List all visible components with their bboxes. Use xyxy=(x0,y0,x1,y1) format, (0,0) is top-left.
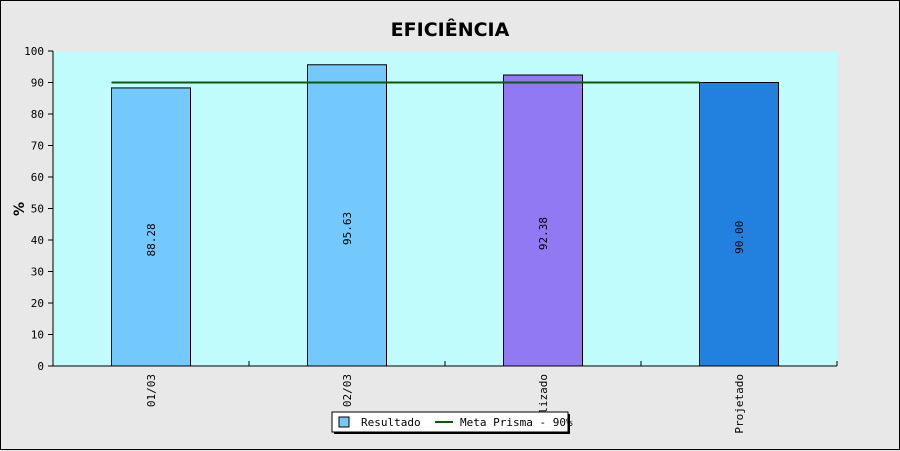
y-tick-label: 100 xyxy=(24,45,44,58)
axes xyxy=(48,50,838,367)
y-axis-label: % xyxy=(12,202,28,216)
y-tick-label: 80 xyxy=(31,108,44,121)
bar-value-label: 95.63 xyxy=(341,212,354,245)
bar-value-label: 88.28 xyxy=(145,223,158,256)
y-tick-label: 30 xyxy=(31,266,44,279)
labels: 88.28 95.63 92.38 90.00 0 10 20 30 40 50 60 70 80 90 1… xyxy=(24,45,746,434)
bar-value-label: 92.38 xyxy=(537,217,550,250)
y-tick-label: 50 xyxy=(31,203,44,216)
bar xyxy=(307,64,387,367)
x-tick-label: 02/03 xyxy=(341,374,354,407)
chart-title: EFICIÊNCIA xyxy=(391,18,510,41)
legend: Resultado Meta Prisma - 90% xyxy=(331,411,573,434)
bars xyxy=(111,64,779,367)
bar xyxy=(503,74,583,367)
y-tick-label: 40 xyxy=(31,234,44,247)
legend-label-meta: Meta Prisma - 90% xyxy=(460,416,573,429)
y-tick-label: 0 xyxy=(37,360,44,373)
bar-value-label: 90.00 xyxy=(733,221,746,254)
x-tick-label: Projetado xyxy=(733,374,746,434)
legend-swatch-resultado xyxy=(338,416,350,428)
y-tick-label: 60 xyxy=(31,171,44,184)
y-tick-label: 70 xyxy=(31,140,44,153)
legend-label-resultado: Resultado xyxy=(361,416,421,429)
bar xyxy=(699,82,779,367)
y-tick-label: 10 xyxy=(31,329,44,342)
bar xyxy=(111,87,191,367)
x-tick-label: 01/03 xyxy=(145,374,158,407)
y-tick-label: 90 xyxy=(31,77,44,90)
y-tick-label: 20 xyxy=(31,297,44,310)
